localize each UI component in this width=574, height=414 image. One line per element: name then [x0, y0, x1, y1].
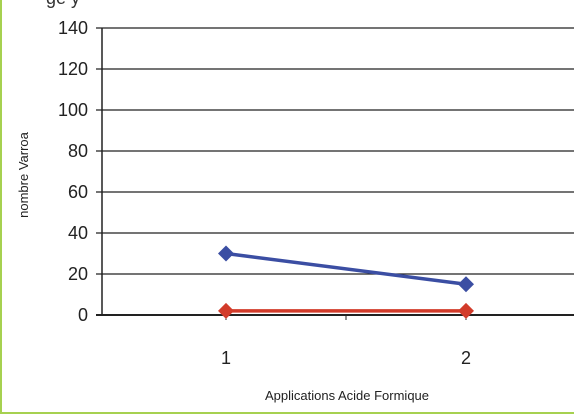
gridlines: [96, 27, 574, 320]
data-point-marker: [218, 245, 234, 262]
y-tick-label: 20: [68, 264, 88, 284]
y-tick-labels: 0 20 40 60 80 100 120 140: [58, 18, 88, 325]
y-tick-label: 60: [68, 182, 88, 202]
y-axis-title: nombre Varroa: [16, 131, 31, 218]
y-tick-label: 0: [78, 305, 88, 325]
y-tick-label: 140: [58, 18, 88, 38]
y-tick-label: 40: [68, 223, 88, 243]
data-point-marker: [218, 302, 234, 319]
x-tick-label: 1: [221, 348, 231, 368]
x-axis-title: Applications Acide Formique: [265, 388, 429, 403]
data-point-marker: [458, 302, 474, 319]
y-tick-label: 120: [58, 59, 88, 79]
y-tick-label: 100: [58, 100, 88, 120]
series-line-1: [225, 251, 467, 286]
x-tick-label: 2: [461, 348, 471, 368]
y-tick-label: 80: [68, 141, 88, 161]
chart-title-fragment: ge y: [46, 0, 80, 9]
data-point-marker: [458, 276, 474, 293]
series-lines: [218, 245, 474, 319]
